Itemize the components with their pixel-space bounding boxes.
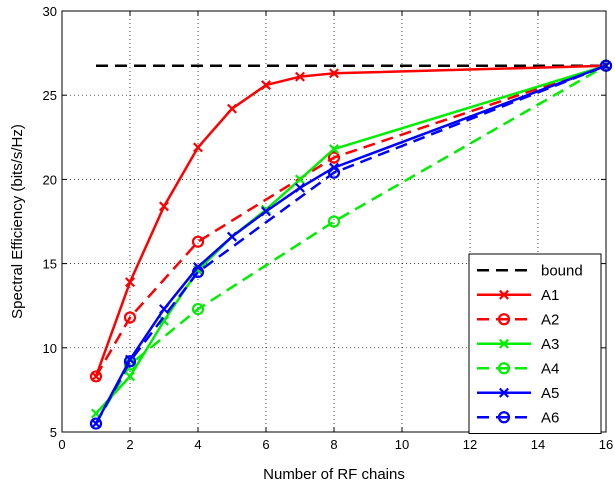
legend-entry-A2: A2 bbox=[477, 311, 559, 328]
x-tick-label: 2 bbox=[126, 437, 133, 452]
data-point-A2 bbox=[89, 370, 103, 383]
data-point-A6 bbox=[123, 355, 137, 368]
legend-label: A5 bbox=[541, 385, 559, 402]
legend-entry-A3: A3 bbox=[477, 336, 559, 353]
data-point-A5 bbox=[227, 231, 237, 242]
x-tick-label: 4 bbox=[194, 437, 201, 452]
data-point-A1 bbox=[295, 71, 305, 82]
data-point-A2 bbox=[123, 311, 137, 324]
x-tick-label: 6 bbox=[262, 437, 269, 452]
x-tick-label: 14 bbox=[531, 437, 545, 452]
series-line-A6 bbox=[94, 64, 607, 425]
legend-marker bbox=[499, 289, 509, 300]
legend-label: bound bbox=[541, 262, 583, 279]
legend-entry-A5: A5 bbox=[477, 385, 559, 402]
x-tick-label: 10 bbox=[395, 437, 409, 452]
y-tick-label: 10 bbox=[43, 341, 57, 356]
data-point-A1 bbox=[329, 68, 339, 79]
data-point-A1 bbox=[159, 201, 169, 212]
legend-label: A6 bbox=[541, 409, 559, 426]
data-point-A2 bbox=[191, 235, 205, 248]
data-point-A6 bbox=[191, 265, 205, 279]
data-point-A3 bbox=[159, 315, 169, 326]
data-point-A1 bbox=[261, 80, 271, 91]
y-tick-label: 20 bbox=[43, 172, 57, 187]
data-point-A5 bbox=[159, 304, 169, 315]
y-axis-label: Spectral Efficiency (bits/s/Hz) bbox=[9, 124, 26, 319]
data-point-A1 bbox=[125, 277, 135, 288]
legend-marker bbox=[497, 313, 511, 326]
x-tick-label: 16 bbox=[599, 437, 613, 452]
data-point-A2 bbox=[327, 151, 341, 164]
legend-entry-A1: A1 bbox=[477, 287, 559, 304]
legend-entry-A6: A6 bbox=[477, 409, 559, 426]
legend-marker bbox=[499, 387, 509, 398]
legend-label: A3 bbox=[541, 336, 559, 353]
legend-entry-bound: bound bbox=[477, 262, 583, 279]
x-tick-label: 0 bbox=[58, 437, 65, 452]
y-tick-label: 15 bbox=[43, 257, 57, 272]
legend-marker bbox=[497, 411, 511, 424]
data-point-A3 bbox=[329, 144, 339, 155]
data-point-A1 bbox=[227, 103, 237, 114]
x-tick-label: 12 bbox=[463, 437, 477, 452]
legend-label: A1 bbox=[541, 287, 559, 304]
data-point-A6 bbox=[89, 417, 103, 430]
legend: bound A1 A2 A3 A4 A5 A6 bbox=[468, 253, 602, 434]
data-point-A3 bbox=[125, 371, 135, 382]
legend-label: A2 bbox=[541, 311, 559, 328]
axis-ticks: 0 2 4 6 8 10 12 14 16 5 10 15 20 25 30 bbox=[43, 4, 614, 452]
grid bbox=[62, 11, 606, 432]
data-point-A4 bbox=[191, 302, 205, 316]
x-tick-label: 8 bbox=[330, 437, 337, 452]
data-point-A4 bbox=[327, 215, 341, 228]
x-axis-label: Number of RF chains bbox=[263, 466, 405, 483]
data-point-A5 bbox=[295, 182, 305, 193]
y-tick-label: 5 bbox=[50, 425, 57, 440]
data-point-A5 bbox=[261, 206, 271, 217]
y-tick-label: 30 bbox=[43, 4, 57, 19]
legend-marker bbox=[497, 362, 511, 375]
legend-label: A4 bbox=[541, 360, 559, 377]
legend-entry-A4: A4 bbox=[477, 360, 559, 377]
data-point-A3 bbox=[295, 174, 305, 185]
y-tick-label: 25 bbox=[43, 88, 57, 103]
legend-marker bbox=[499, 338, 509, 349]
data-point-A6 bbox=[327, 166, 341, 179]
data-point-A1 bbox=[193, 142, 203, 153]
series-line-A2 bbox=[94, 64, 607, 378]
